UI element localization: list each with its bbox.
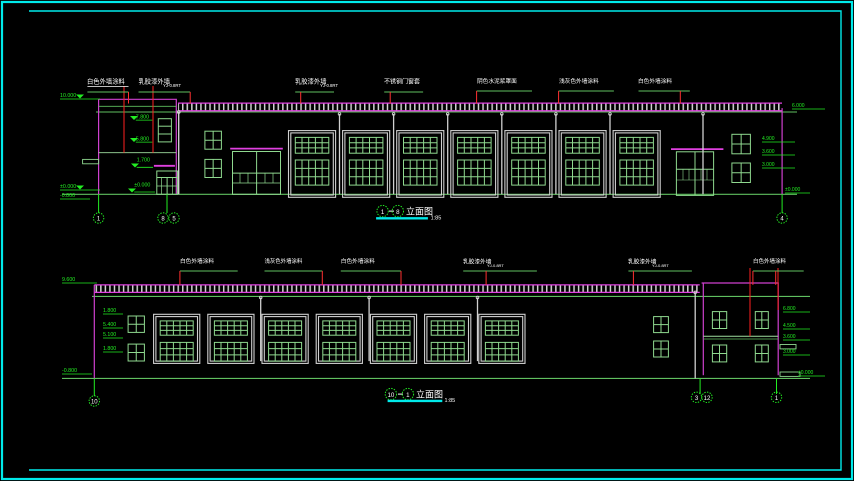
svg-text:白色外墙涂料: 白色外墙涂料 <box>180 257 214 265</box>
svg-text:YJ-0.8RT: YJ-0.8RT <box>320 83 338 88</box>
svg-text:白色外墙涂料: 白色外墙涂料 <box>341 257 375 265</box>
svg-text:1: 1 <box>381 209 385 216</box>
svg-text:4.900: 4.900 <box>762 136 775 142</box>
svg-text:YJ-0.8RT: YJ-0.8RT <box>163 83 181 88</box>
svg-text:浅灰色外墙涂料: 浅灰色外墙涂料 <box>265 257 303 265</box>
svg-text:1: 1 <box>406 392 410 399</box>
svg-text:6.800: 6.800 <box>783 306 796 312</box>
svg-text:YJ-0.8RT: YJ-0.8RT <box>487 263 504 268</box>
svg-text:不锈钢门窗套: 不锈钢门窗套 <box>384 78 420 86</box>
svg-text:1.800: 1.800 <box>103 308 116 314</box>
svg-text:12: 12 <box>704 396 711 402</box>
svg-text:9.600: 9.600 <box>62 277 75 283</box>
svg-text:5.100: 5.100 <box>103 332 116 338</box>
svg-text:4.500: 4.500 <box>783 323 796 329</box>
svg-text:1.800: 1.800 <box>103 346 116 352</box>
svg-text:5.400: 5.400 <box>103 322 116 328</box>
svg-text:1:85: 1:85 <box>445 398 456 404</box>
svg-text:10: 10 <box>91 400 98 406</box>
svg-text:5.800: 5.800 <box>136 136 149 142</box>
svg-text:±0.000: ±0.000 <box>134 183 150 189</box>
svg-text:3.000: 3.000 <box>783 349 796 355</box>
svg-text:1:85: 1:85 <box>431 216 442 222</box>
svg-text:3.600: 3.600 <box>762 149 775 155</box>
svg-text:±0.000: ±0.000 <box>60 184 76 190</box>
svg-text:-0.800: -0.800 <box>60 193 75 199</box>
svg-text:±0.000: ±0.000 <box>798 370 813 376</box>
svg-text:立面图: 立面图 <box>406 206 433 217</box>
svg-text:阴色水泥浆罩面: 阴色水泥浆罩面 <box>477 77 517 85</box>
svg-text:-0.800: -0.800 <box>62 368 77 374</box>
svg-text:立面图: 立面图 <box>416 389 443 400</box>
svg-text:8: 8 <box>396 209 400 216</box>
svg-text:3.000: 3.000 <box>762 162 775 168</box>
svg-text:YJ-0.8RT: YJ-0.8RT <box>652 263 669 268</box>
svg-text:1.700: 1.700 <box>137 158 150 164</box>
svg-text:10: 10 <box>387 392 394 399</box>
svg-text:白色外墙涂料: 白色外墙涂料 <box>87 77 125 86</box>
svg-text:白色外墙涂料: 白色外墙涂料 <box>638 77 672 85</box>
svg-text:白色外墙涂料: 白色外墙涂料 <box>753 257 787 265</box>
svg-text:6.000: 6.000 <box>792 103 805 109</box>
svg-text:3.600: 3.600 <box>783 334 796 340</box>
svg-text:±0.000: ±0.000 <box>785 187 800 193</box>
svg-text:浅灰色外墙涂料: 浅灰色外墙涂料 <box>559 77 599 85</box>
svg-text:10.000: 10.000 <box>60 93 76 99</box>
